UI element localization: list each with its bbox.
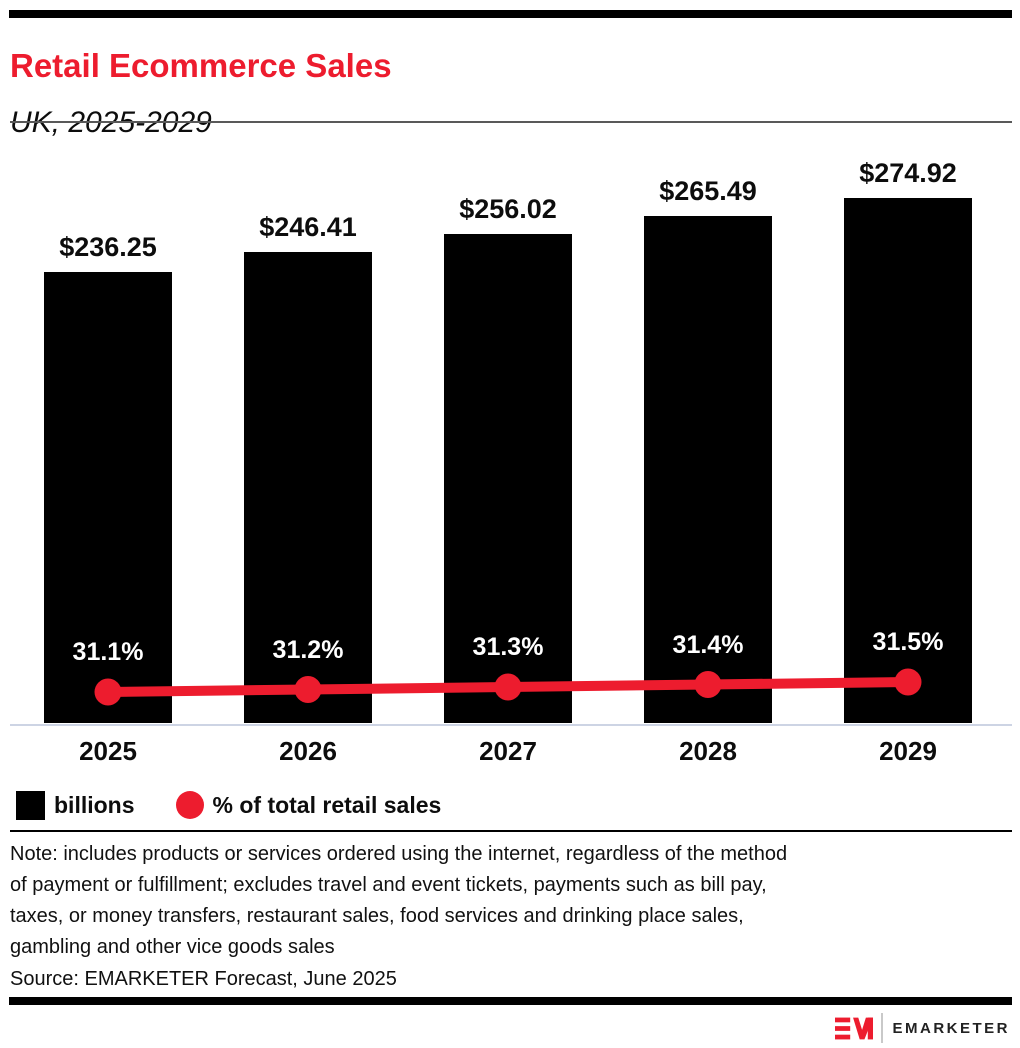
- bar-legend-swatch-icon: [16, 790, 45, 820]
- line-value-label: 31.4%: [672, 631, 744, 659]
- note-text: Note: includes products or services orde…: [10, 843, 788, 958]
- source-text: Source: EMARKETER Forecast, June 2025: [10, 968, 397, 990]
- bar-value-label: $246.41: [259, 212, 357, 242]
- line-value-label: 31.5%: [872, 628, 944, 656]
- bar-2027: [444, 234, 572, 723]
- bar-2028: [644, 216, 772, 723]
- x-axis-label-2028: 2028: [679, 736, 737, 766]
- emarketer-monogram-icon: [835, 1017, 874, 1039]
- x-axis-label-2025: 2025: [79, 736, 137, 766]
- bar-2029: [844, 198, 972, 723]
- x-axis-label-2026: 2026: [279, 736, 337, 766]
- bar-2026: [244, 252, 372, 723]
- page-title: Retail Ecommerce Sales: [10, 47, 392, 85]
- top-accent-bar: [9, 10, 1012, 18]
- x-axis-label-2027: 2027: [479, 736, 537, 766]
- bar-legend-label: billions: [54, 792, 135, 818]
- legend-divider: [10, 830, 1012, 832]
- emarketer-logo: EMARKETER: [835, 1012, 1010, 1044]
- bottom-accent-bar: [9, 997, 1012, 1005]
- line-legend-dot-icon: [175, 791, 204, 819]
- logo-separator: [881, 1013, 884, 1043]
- line-value-label: 31.3%: [472, 633, 544, 661]
- logo-wordmark: EMARKETER: [892, 1019, 1010, 1037]
- x-axis-label-2029: 2029: [879, 736, 937, 766]
- bar-value-label: $265.49: [659, 176, 757, 206]
- bar-2025: [44, 272, 172, 723]
- line-value-label: 31.2%: [272, 636, 344, 664]
- bar-value-label: $274.92: [859, 158, 957, 188]
- legend: billions % of total retail sales: [16, 790, 441, 820]
- line-value-label: 31.1%: [72, 638, 144, 666]
- bar-value-label: $236.25: [59, 232, 157, 262]
- header-divider: [10, 121, 1012, 123]
- bar-value-label: $256.02: [459, 194, 557, 224]
- line-legend-label: % of total retail sales: [212, 792, 442, 818]
- x-axis-baseline: [10, 724, 1012, 726]
